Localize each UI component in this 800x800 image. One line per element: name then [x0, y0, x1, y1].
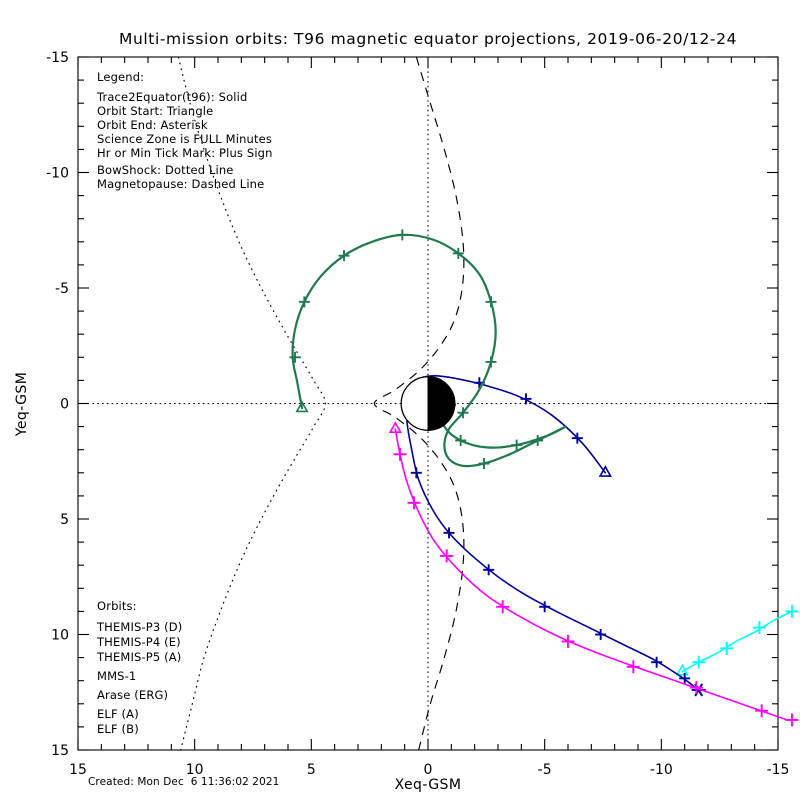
orbit-legend-heading: Orbits: [97, 599, 137, 613]
legend-heading: Legend: [97, 70, 144, 84]
orbit-legend-item-arase: Arase (ERG) [97, 688, 168, 702]
y-tick-label: -15 [46, 50, 69, 66]
bowshock-curve [177, 57, 326, 750]
y-tick-label: 15 [51, 743, 69, 759]
page-title: Multi-mission orbits: T96 magnetic equat… [119, 30, 737, 48]
orbit-track [405, 374, 706, 697]
orbit-tracks [289, 229, 799, 727]
legend-item-science-zone: Science Zone is FULL Minutes [97, 132, 272, 146]
orbit-track [388, 421, 799, 727]
x-tick-label: 10 [186, 762, 204, 778]
x-tick-label: 15 [69, 762, 87, 778]
y-tick-label: -5 [55, 281, 69, 297]
x-tick-label: -5 [538, 762, 552, 778]
legend-item-orbit-end: Orbit End: Asterisk [97, 118, 208, 132]
legend-item-magnetopause: Magnetopause: Dashed Line [97, 177, 264, 191]
y-tick-label: 5 [60, 512, 69, 528]
orbit-track [289, 229, 567, 470]
x-tick-label: 5 [307, 762, 316, 778]
orbit-track [675, 604, 799, 676]
created-timestamp: Created: Mon Dec 6 11:36:02 2021 [88, 776, 279, 788]
x-axis-label: Xeq-GSM [395, 777, 462, 793]
orbit-legend-item-mms1: MMS-1 [97, 669, 136, 683]
magnetopause-curve [373, 57, 465, 750]
legend-item-trace: Trace2Equator(t96): Solid [96, 90, 247, 104]
legend-item-tick-mark: Hr or Min Tick Mark: Plus Sign [97, 146, 273, 160]
orbit-legend-item-elf-a: ELF (A) [97, 707, 139, 721]
orbit-legend-item-themis-p4: THEMIS-P4 (E) [96, 635, 181, 649]
orbit-legend-block: Orbits: THEMIS-P3 (D) THEMIS-P4 (E) THEM… [96, 599, 182, 736]
earth-symbol [400, 376, 456, 431]
axis-tick-labels: 15 10 5 0 -5 -10 -15 -15 -10 -5 0 5 10 15 [46, 50, 789, 778]
y-tick-label: 0 [60, 397, 69, 413]
y-tick-label: -10 [46, 166, 69, 182]
x-tick-label: -10 [650, 762, 673, 778]
boundary-curves [177, 57, 465, 750]
legend-item-orbit-start: Orbit Start: Triangle [97, 104, 213, 118]
x-tick-label: 0 [424, 762, 433, 778]
orbit-legend-item-themis-p5: THEMIS-P5 (A) [96, 650, 181, 664]
y-axis-label: Yeq-GSM [14, 372, 30, 437]
orbit-legend-item-elf-b: ELF (B) [97, 722, 139, 736]
y-tick-label: 10 [51, 628, 69, 644]
orbit-legend-item-themis-p3: THEMIS-P3 (D) [96, 620, 182, 634]
x-tick-label: -15 [767, 762, 790, 778]
axis-ticks [77, 56, 779, 751]
legend-item-bowshock: BowShock: Dotted Line [97, 163, 234, 177]
legend-block: Legend: Trace2Equator(t96): Solid Orbit … [96, 70, 273, 191]
